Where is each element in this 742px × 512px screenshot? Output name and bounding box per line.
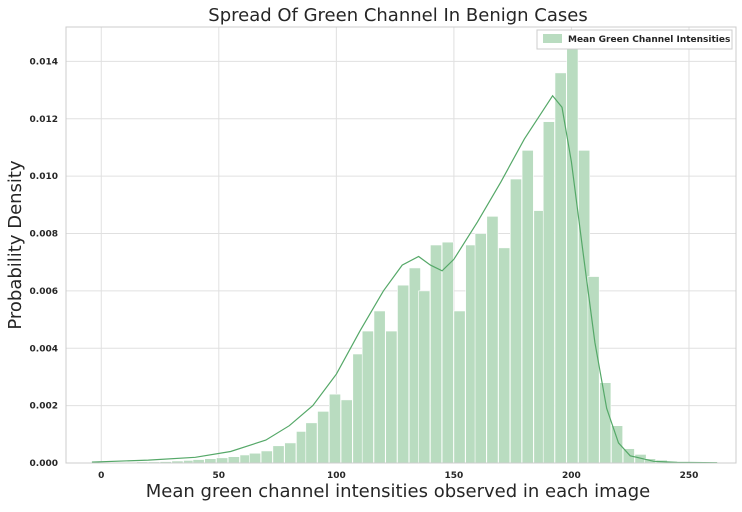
- x-axis-label: Mean green channel intensities observed …: [146, 481, 650, 502]
- histogram-bar: [249, 453, 260, 463]
- histogram-bars: [92, 47, 712, 463]
- histogram-bar: [499, 248, 510, 463]
- y-tick-label: 0.010: [30, 172, 58, 182]
- histogram-bar: [430, 245, 441, 463]
- histogram-bar: [600, 383, 611, 463]
- chart-title: Spread Of Green Channel In Benign Cases: [208, 5, 587, 26]
- histogram-bar: [442, 242, 453, 463]
- y-tick-label: 0.006: [30, 287, 58, 297]
- x-tick-label: 100: [327, 471, 346, 481]
- y-tick-label: 0.012: [30, 115, 58, 125]
- histogram-bar: [193, 460, 204, 463]
- y-tick-label: 0.002: [30, 402, 58, 412]
- histogram-bar: [555, 73, 566, 463]
- histogram-bar: [397, 285, 408, 463]
- histogram-bar: [261, 451, 272, 463]
- histogram-bar: [341, 400, 352, 463]
- y-tick-label: 0.008: [30, 230, 58, 240]
- histogram-bar: [611, 426, 622, 463]
- histogram-bar: [374, 311, 385, 463]
- x-tick-label: 50: [213, 471, 226, 481]
- x-tick-label: 200: [562, 471, 581, 481]
- histogram-bar: [205, 459, 216, 463]
- histogram-bar: [386, 331, 397, 463]
- legend-swatch: [543, 34, 562, 43]
- histogram-bar: [273, 446, 284, 463]
- histogram-bar: [454, 311, 465, 463]
- x-tick-label: 250: [680, 471, 699, 481]
- histogram-bar: [475, 234, 486, 463]
- histogram-bar: [329, 394, 340, 463]
- legend-label: Mean Green Channel Intensities: [568, 35, 730, 45]
- x-tick-label: 0: [98, 471, 104, 481]
- histogram-bar: [522, 150, 533, 463]
- histogram-bar: [567, 47, 578, 463]
- x-tick-label: 150: [444, 471, 463, 481]
- histogram-bar: [285, 443, 296, 463]
- y-tick-label: 0.004: [30, 344, 58, 354]
- histogram-bar: [487, 216, 498, 463]
- y-axis-label: Probability Density: [5, 160, 26, 330]
- histogram-bar: [543, 122, 554, 463]
- histogram-bar: [510, 179, 521, 463]
- histogram-bar: [318, 411, 329, 463]
- histogram-bar: [216, 458, 227, 463]
- histogram-bar: [419, 291, 430, 463]
- y-tick-label: 0.014: [30, 57, 58, 67]
- legend: Mean Green Channel Intensities: [537, 30, 732, 49]
- y-tick-label: 0.000: [30, 459, 58, 469]
- histogram-bar: [228, 457, 239, 463]
- histogram-bar: [306, 423, 317, 463]
- histogram-bar: [362, 331, 373, 463]
